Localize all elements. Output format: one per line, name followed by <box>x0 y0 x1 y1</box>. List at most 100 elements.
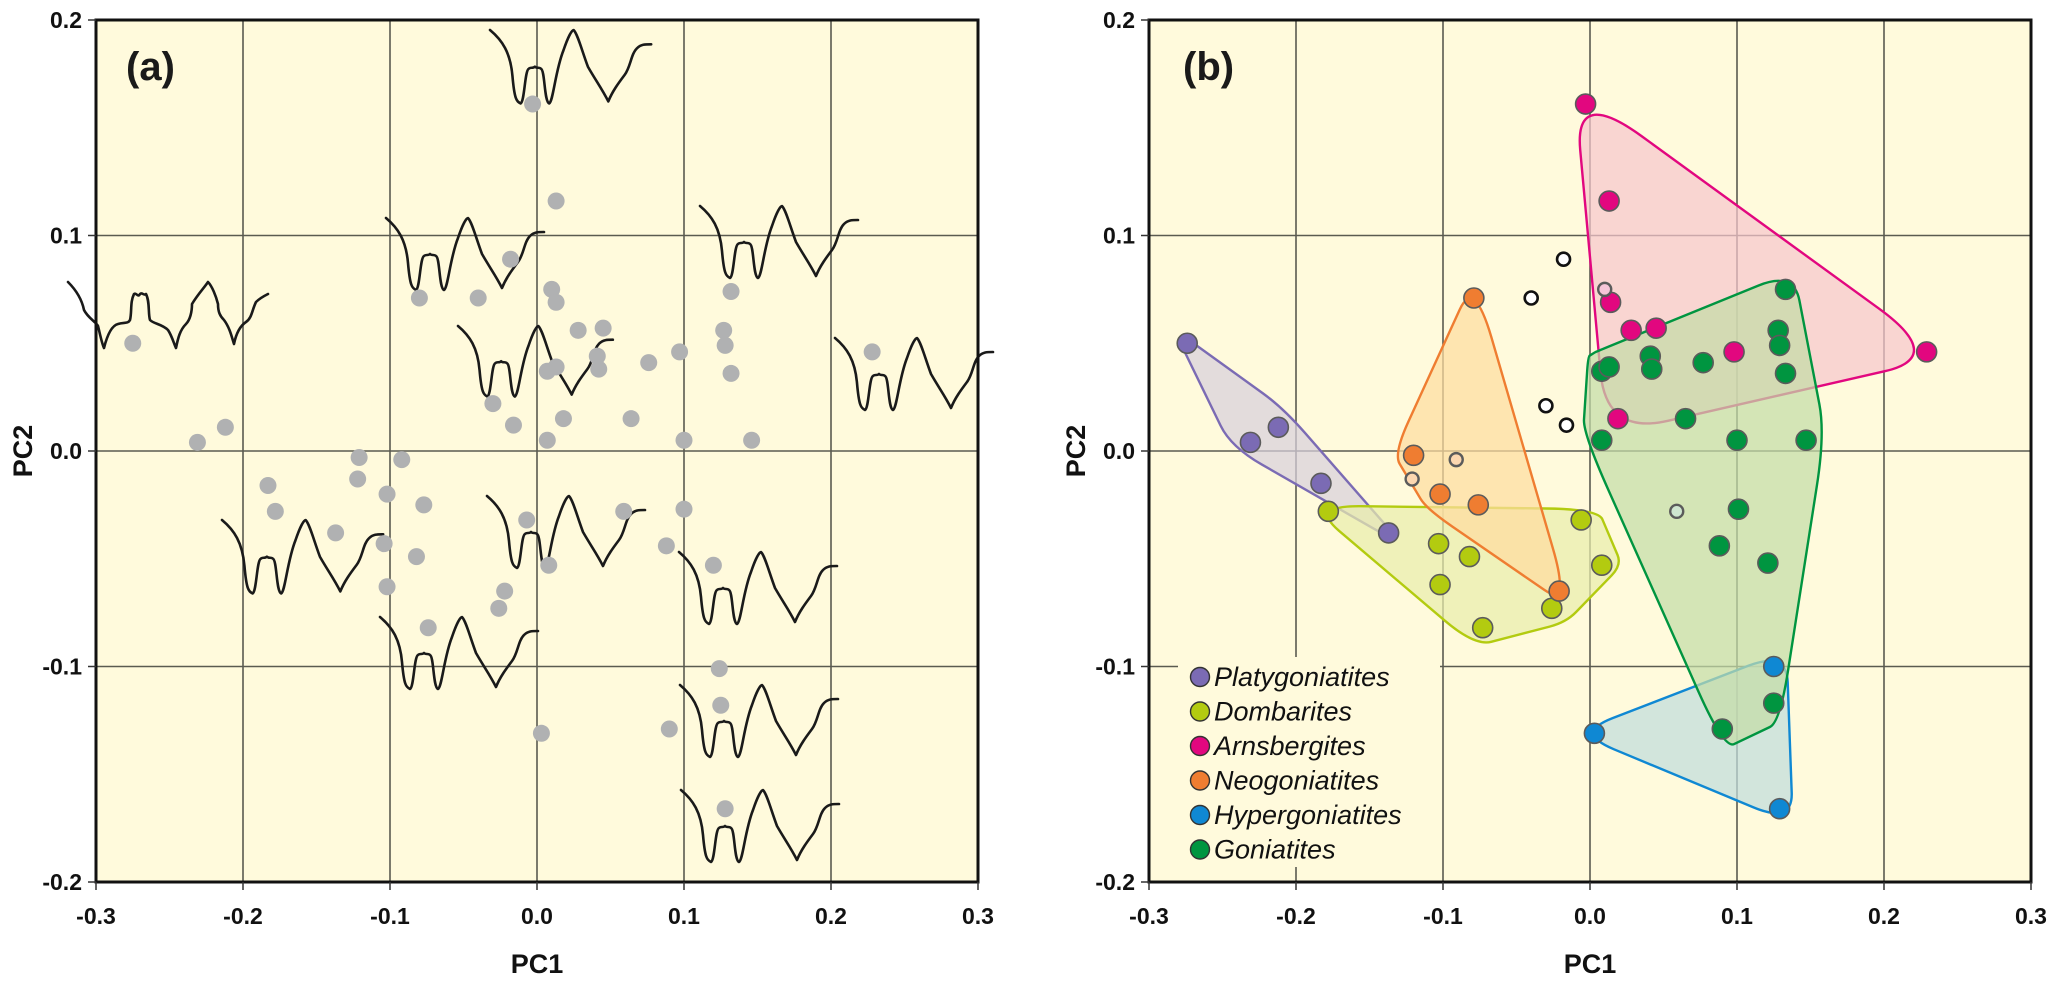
panel-a-pca-scatter: -0.3 -0.2 -0.1 0.0 0.1 0.2 0.3 0.2 0.1 0.0 -0.1 -0.… <box>8 7 995 979</box>
legend-marker-dombarites <box>1189 701 1211 722</box>
data-point-platygoniatites <box>1310 472 1332 495</box>
y-tick-label: -0.1 <box>42 654 82 680</box>
data-point-hypergoniatites <box>1768 797 1791 820</box>
data-point-neogoniatites <box>1467 494 1490 516</box>
data-point-neogoniatites <box>1429 483 1451 505</box>
data-point-goniatites <box>1757 552 1779 574</box>
data-point <box>504 416 522 434</box>
panel-label-b: (b) <box>1183 45 1234 89</box>
data-point <box>538 431 556 449</box>
genus-hulls <box>1179 113 1916 815</box>
suture-drawing <box>678 683 840 759</box>
panel-label-a: (a) <box>126 45 175 89</box>
suture-drawing <box>66 280 270 350</box>
data-point-arnsbergites <box>1645 317 1667 339</box>
legend-marker-hypergoniatites <box>1189 804 1211 826</box>
data-point <box>547 192 565 210</box>
data-point-goniatites <box>1674 407 1697 430</box>
data-point <box>484 395 502 413</box>
data-point-goniatites <box>1590 429 1613 452</box>
y-tick-label: 0.0 <box>50 438 82 464</box>
legend-box <box>1178 657 1440 867</box>
data-point-goniatites <box>1795 429 1817 452</box>
data-point <box>547 293 565 311</box>
data-point <box>540 556 558 574</box>
data-point-dombarites <box>1458 545 1481 568</box>
data-point-goniatites <box>1774 362 1797 385</box>
suture-line <box>698 204 860 280</box>
suture-drawing <box>698 204 860 280</box>
legend-marker-goniatites <box>1189 839 1211 860</box>
y-tick-label: 0.1 <box>1103 223 1135 249</box>
y-tick-label: 0.2 <box>1103 7 1135 33</box>
suture-line <box>677 550 839 626</box>
data-point <box>188 433 206 451</box>
data-point <box>863 343 881 361</box>
data-point-minor <box>1596 281 1613 298</box>
legend-label-platygoniatites: Platygoniatites <box>1214 662 1390 692</box>
data-point <box>660 720 678 738</box>
suture-line <box>833 336 995 412</box>
y-tick-label: -0.2 <box>1095 869 1135 895</box>
data-point-dombarites <box>1429 573 1451 596</box>
y-tick-label: 0.0 <box>1103 438 1135 464</box>
data-point-unassigned <box>1538 397 1554 414</box>
suture-line <box>378 615 540 691</box>
legend-marker-platygoniatites <box>1189 666 1211 688</box>
data-point <box>675 500 693 518</box>
y-axis-title-a: PC2 <box>8 425 38 478</box>
data-point <box>543 280 561 298</box>
legend: Platygoniatites Dombarites Arnsbergites Neo… <box>1178 657 1440 867</box>
x-tick-label: 0.1 <box>1721 903 1753 929</box>
suture-drawing <box>679 788 841 864</box>
suture-line <box>678 683 840 759</box>
data-point <box>588 347 606 365</box>
legend-marker-neogoniatites <box>1189 770 1211 791</box>
legend-label-goniatites: Goniatites <box>1214 835 1336 865</box>
y-axis-title-b: PC2 <box>1061 425 1091 478</box>
suture-drawing <box>485 494 647 570</box>
data-point-unassigned <box>1558 417 1575 433</box>
data-point-platygoniatites <box>1239 431 1262 454</box>
data-point <box>716 336 734 354</box>
data-point <box>518 511 536 529</box>
legend-label-arnsbergites: Arnsbergites <box>1212 731 1366 761</box>
legend-label-neogoniatites: Neogoniatites <box>1214 766 1379 796</box>
data-point-neogoniatites <box>1463 287 1485 309</box>
x-tick-label: -0.3 <box>1129 903 1169 929</box>
data-point <box>657 537 675 555</box>
data-point <box>502 250 520 268</box>
data-point <box>216 418 234 436</box>
x-tick-label: 0.0 <box>1574 903 1606 929</box>
legend-label-dombarites: Dombarites <box>1214 697 1352 727</box>
suture-drawing <box>488 28 653 105</box>
suture-drawing <box>677 550 839 626</box>
data-point <box>712 696 730 714</box>
data-point <box>419 619 437 637</box>
x-axis-title-a: PC1 <box>511 949 564 979</box>
data-point <box>710 660 728 678</box>
data-point <box>671 343 689 361</box>
data-point-goniatites <box>1708 535 1731 557</box>
gridlines-a <box>96 20 978 882</box>
data-point-goniatites <box>1726 429 1748 452</box>
data-point-goniatites <box>1774 278 1797 301</box>
data-point <box>415 496 433 514</box>
data-point-unassigned <box>1555 251 1572 268</box>
x-tick-label: 0.3 <box>962 903 994 929</box>
data-point-arnsbergites <box>1598 190 1620 212</box>
data-point-hypergoniatites <box>1762 655 1785 678</box>
legend-marker-arnsbergites <box>1189 735 1211 757</box>
data-point <box>615 502 633 520</box>
data-point <box>715 321 733 339</box>
x-tick-label: -0.2 <box>223 903 263 929</box>
data-point <box>594 319 612 337</box>
data-point-arnsbergites <box>1607 407 1629 430</box>
ticks-b: -0.3 -0.2 -0.1 0.0 0.1 0.2 0.3 0.2 0.1 0.0 -0.1 -0.… <box>1095 7 2047 929</box>
data-point-minor <box>1404 471 1420 487</box>
data-point-platygoniatites <box>1176 332 1199 355</box>
data-point-goniatites <box>1598 356 1620 378</box>
data-point <box>490 599 508 617</box>
data-point <box>327 524 345 542</box>
suture-drawing <box>220 518 385 595</box>
